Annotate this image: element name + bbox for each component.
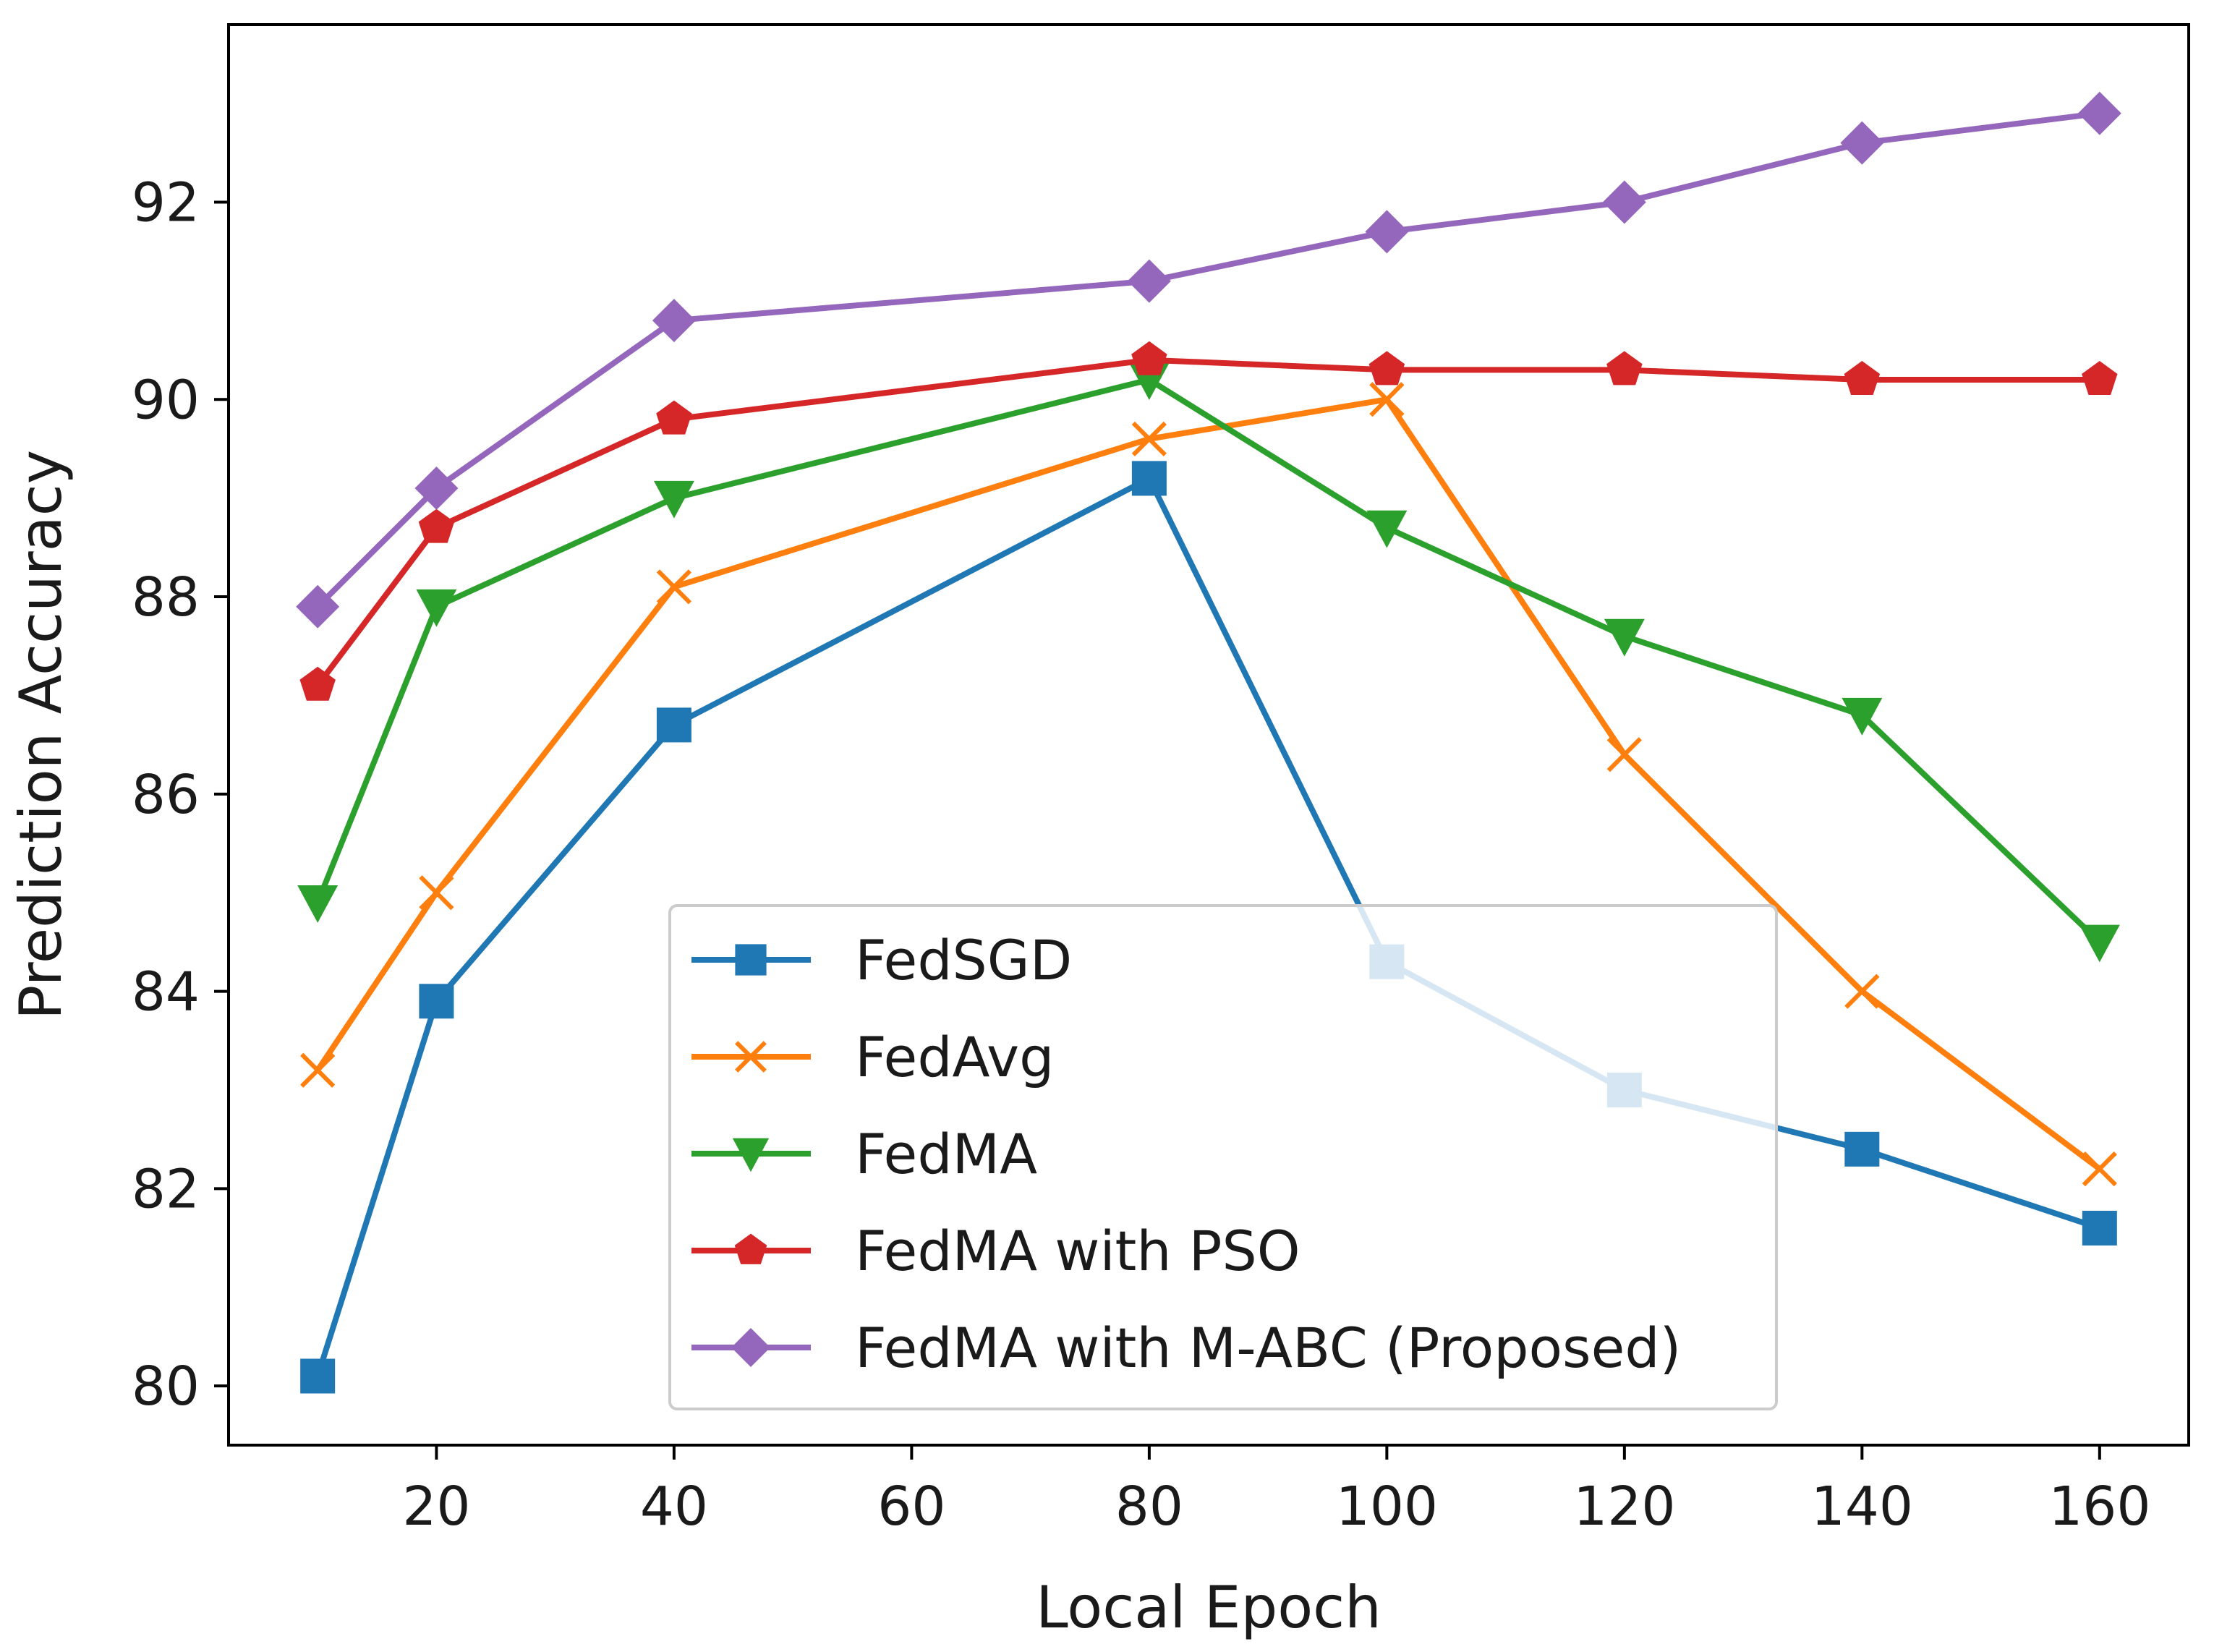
data-point (656, 400, 692, 435)
legend-item: FedAvg (691, 1025, 1054, 1089)
data-point (1366, 510, 1408, 548)
data-point (1844, 361, 1881, 395)
data-point (419, 875, 454, 911)
data-point (2082, 1210, 2117, 1246)
data-point (656, 707, 691, 743)
data-point (1602, 180, 1646, 224)
data-point (2079, 924, 2120, 963)
y-tick-label: 88 (132, 566, 200, 629)
data-point (296, 584, 340, 629)
legend-label: FedSGD (855, 928, 1072, 992)
data-point (1844, 974, 1880, 1009)
data-point (2077, 91, 2121, 135)
data-point (414, 467, 459, 511)
legend-item: FedMA with PSO (691, 1219, 1300, 1283)
y-axis-title: Prediction Accuracy (7, 450, 74, 1020)
data-point (300, 1052, 336, 1088)
x-axis-title: Local Epoch (1036, 1574, 1382, 1641)
data-point (652, 299, 696, 343)
data-point (1131, 421, 1167, 456)
data-point (2082, 1151, 2117, 1187)
data-point (1840, 121, 1884, 165)
series-fedma (297, 362, 2120, 963)
data-point (1368, 351, 1405, 386)
series-fedavg (300, 382, 2117, 1187)
data-point (1365, 210, 1409, 254)
y-tick-label: 84 (132, 961, 200, 1023)
x-tick-label: 20 (402, 1476, 470, 1538)
legend-item: FedMA (691, 1122, 1037, 1186)
data-point (653, 480, 694, 519)
legend-label: FedAvg (855, 1025, 1054, 1089)
y-tick-label: 80 (132, 1355, 200, 1418)
data-point (1604, 618, 1645, 657)
series-line (315, 377, 2102, 945)
data-point (2082, 361, 2118, 395)
data-point (1842, 697, 1883, 736)
x-tick-label: 120 (1573, 1476, 1675, 1538)
series-line (315, 357, 2100, 688)
legend-item: FedSGD (691, 928, 1072, 992)
data-point (418, 508, 455, 543)
x-tick-label: 40 (640, 1476, 708, 1538)
legend-label: FedMA with M-ABC (Proposed) (855, 1316, 1681, 1380)
y-tick-label: 82 (132, 1158, 200, 1220)
legend-box (668, 904, 1778, 1410)
data-point (1606, 737, 1642, 772)
y-tick-label: 90 (132, 369, 200, 431)
y-tick-label: 92 (132, 172, 200, 234)
x-tick-label: 100 (1336, 1476, 1438, 1538)
legend-item: FedMA with M-ABC (Proposed) (691, 1316, 1681, 1380)
data-point (299, 666, 336, 701)
series-fedma-with-m-abc-proposed- (296, 91, 2121, 629)
x-tick-label: 140 (1811, 1476, 1913, 1538)
legend: FedSGD FedAvg FedMA FedMA with PSO FedMA wit… (668, 904, 1778, 1410)
data-point (1606, 351, 1643, 386)
legend-label: FedMA (855, 1122, 1037, 1186)
legend-marker (731, 1328, 770, 1367)
series-line (315, 475, 2101, 1377)
data-point (1369, 382, 1405, 417)
axes-layer: 20 40 60 80 100 120 140 160 80 82 84 86 88 90 92 (132, 172, 2151, 1538)
series-fedma-with-pso (299, 341, 2118, 701)
data-point (1844, 1131, 1880, 1167)
x-tick-label: 60 (877, 1476, 945, 1538)
data-point (297, 885, 339, 923)
legend-marker (734, 1233, 767, 1264)
y-tick-label: 86 (132, 764, 200, 826)
legend-marker (735, 1041, 767, 1073)
series-line (315, 396, 2102, 1172)
data-point (1127, 259, 1171, 303)
data-point (1131, 461, 1167, 496)
x-tick-label: 80 (1115, 1476, 1183, 1538)
series-line (315, 110, 2100, 609)
legend-marker (732, 1138, 770, 1172)
data-point (1131, 341, 1167, 375)
legend-marker (735, 944, 767, 976)
data-point (300, 1358, 336, 1394)
data-point (416, 589, 457, 627)
x-tick-label: 160 (2048, 1476, 2150, 1538)
data-point (656, 569, 692, 605)
data-point (419, 984, 454, 1019)
legend-label: FedMA with PSO (855, 1219, 1300, 1283)
plot-frame (227, 23, 2190, 1447)
